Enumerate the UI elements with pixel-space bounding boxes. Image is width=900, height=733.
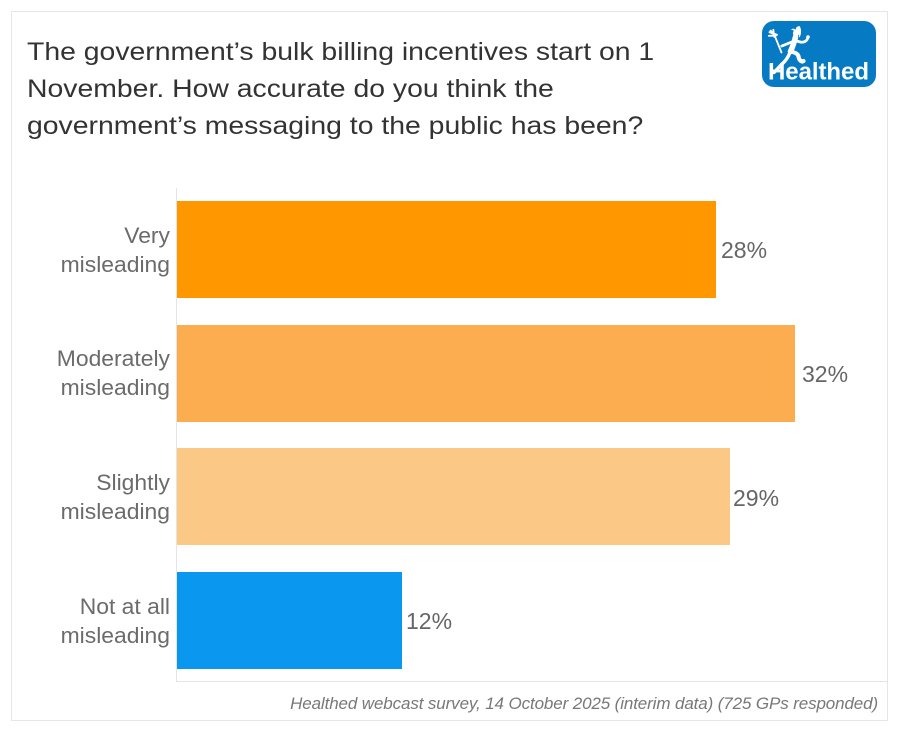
svg-text:Healthed: Healthed [768, 59, 869, 86]
